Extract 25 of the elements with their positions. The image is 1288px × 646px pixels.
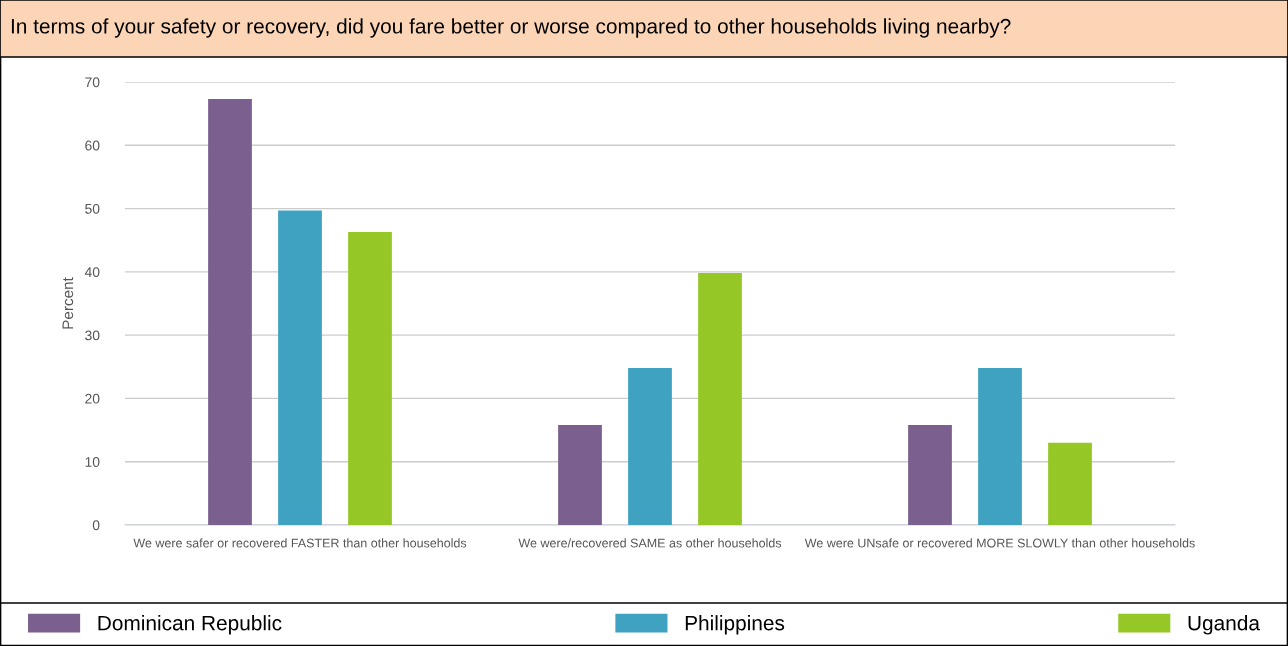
y-tick-label: 0 <box>92 520 100 531</box>
bar <box>558 425 602 525</box>
bar <box>208 99 252 525</box>
bar <box>698 273 742 525</box>
y-tick-label: 50 <box>85 203 100 214</box>
chart-title: In terms of your safety or recovery, did you fare better or worse compared to other households living nearby? <box>11 18 1011 38</box>
bar <box>1048 442 1092 525</box>
y-axis-title: Percent <box>62 277 74 329</box>
legend-label: Philippines <box>685 615 785 635</box>
y-tick-label: 10 <box>85 457 100 467</box>
y-tick-label: 30 <box>85 330 100 341</box>
x-tick-label: We were safer or recovered FASTER than other households <box>133 538 467 548</box>
y-tick-label: 70 <box>85 77 100 88</box>
legend-label: Dominican Republic <box>98 615 282 635</box>
bar <box>278 210 322 525</box>
legend-label: Uganda <box>1188 615 1260 635</box>
bar <box>348 231 392 525</box>
y-tick-label: 40 <box>84 267 100 278</box>
bar <box>908 425 952 525</box>
bar <box>978 368 1022 525</box>
bar <box>628 368 672 525</box>
y-tick-label: 20 <box>85 393 100 404</box>
y-tick-label: 60 <box>85 140 100 151</box>
x-tick-label: We were/recovered SAME as other households <box>518 538 782 548</box>
x-tick-label: We were UNsafe or recovered MORE SLOWLY than other households <box>804 538 1195 548</box>
